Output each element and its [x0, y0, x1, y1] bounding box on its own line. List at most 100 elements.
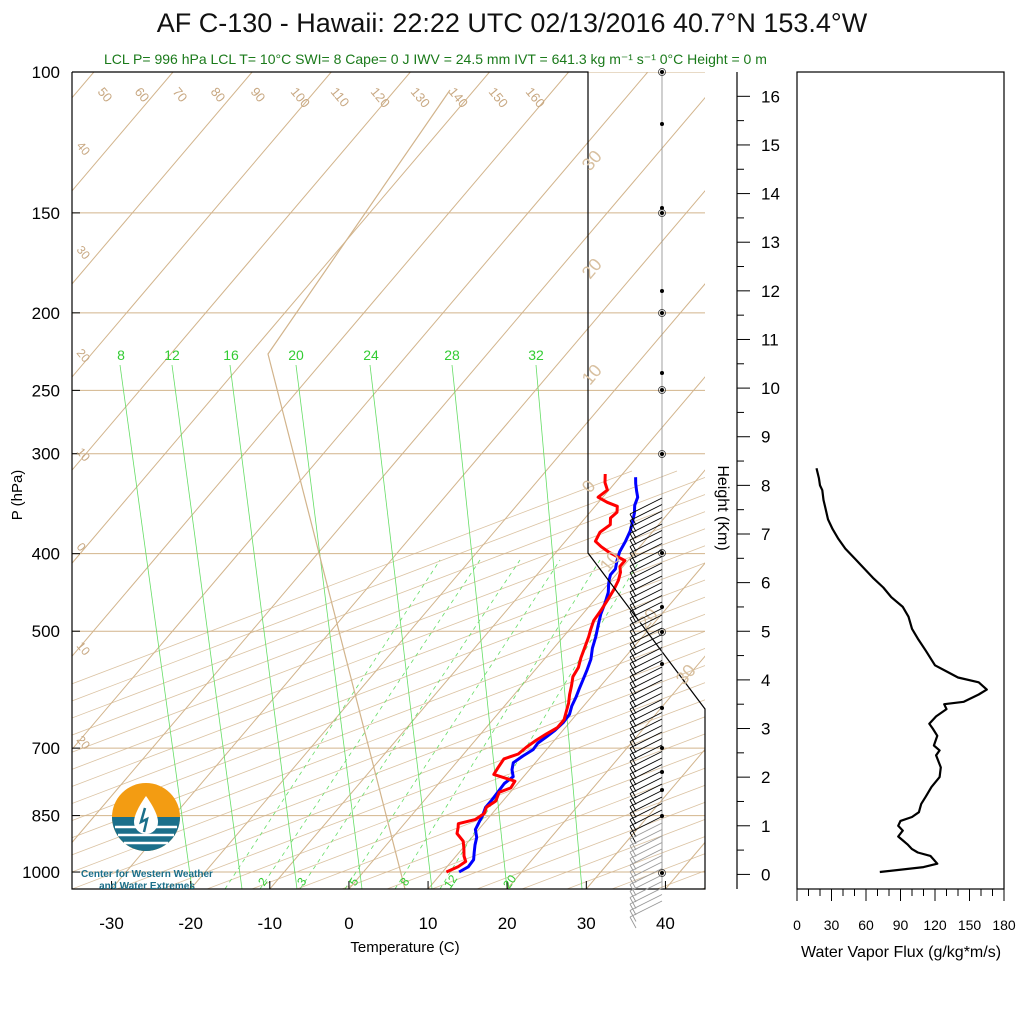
- wind-barb-shaft: [629, 887, 663, 905]
- dry-adiabat-line: [837, 471, 1024, 889]
- y-tick-label: 400: [32, 545, 60, 564]
- dry-adiabat-line: [116, 665, 705, 889]
- dry-adiabat-line: [882, 471, 1024, 889]
- wind-barb-shaft: [629, 556, 663, 573]
- wind-barb-shaft: [629, 621, 663, 638]
- wind-barb-shaft: [629, 699, 663, 716]
- height-tick-label: 1: [761, 817, 770, 836]
- dry-adiabat-line: [386, 767, 705, 889]
- theta-label: 0: [578, 476, 600, 497]
- flux-tick-label: 90: [893, 917, 909, 933]
- isotherm-label: 120: [368, 84, 393, 110]
- moist-adiabat-line: [439, 559, 641, 889]
- wind-barb-shaft: [629, 725, 663, 742]
- wind-barb-shaft: [629, 738, 663, 755]
- height-tick-label: 15: [761, 136, 780, 155]
- isotherm-label: 160: [523, 84, 548, 110]
- isotherm-line: [72, 72, 649, 751]
- isotherm-line: [72, 72, 253, 285]
- wind-barb-shaft: [629, 634, 663, 651]
- mixing-ratio-label: 24: [363, 347, 379, 363]
- height-tick-label: 3: [761, 720, 770, 739]
- cw3e-logo: Center for Western Weather and Water Ext…: [81, 783, 213, 892]
- wind-barb-shaft: [629, 900, 663, 918]
- mixing-ratio-label: 20: [288, 347, 304, 363]
- wind-barb-shaft: [629, 855, 663, 872]
- dry-adiabat-line: [927, 471, 1024, 889]
- theta-label: 20: [578, 254, 606, 282]
- y-tick-label: 700: [32, 739, 60, 758]
- flux-tick-label: 60: [858, 917, 874, 933]
- wind-barb-shaft: [629, 822, 663, 840]
- wind-barb-shaft: [629, 770, 663, 788]
- x-tick-label: -30: [99, 914, 124, 933]
- calm-wind-circle: [658, 68, 666, 76]
- theta-label: 30: [672, 660, 700, 688]
- isotherm-line: [824, 72, 1024, 889]
- mixing-ratio-label: 32: [528, 347, 544, 363]
- left-edge-label: 10: [74, 639, 94, 658]
- wind-barb-flag: [629, 916, 637, 929]
- mixing-ratio-label: 20: [500, 872, 519, 891]
- wind-barb-shaft: [629, 835, 663, 853]
- wind-barb-shaft: [629, 816, 663, 833]
- moist-adiabat-line: [394, 559, 601, 889]
- lightning-icon: [139, 807, 149, 833]
- moist-adiabat-line: [344, 559, 561, 889]
- wind-barb-shaft: [629, 569, 663, 586]
- wind-barb-shaft: [629, 751, 663, 768]
- wind-barb-shaft: [629, 530, 663, 547]
- height-tick-label: 10: [761, 379, 780, 398]
- isotherm-label: 140: [446, 84, 471, 110]
- wind-barb-shaft: [629, 757, 663, 775]
- height-tick-label: 0: [761, 865, 770, 884]
- isotherm-line: [72, 72, 490, 564]
- y-tick-label: 200: [32, 304, 60, 323]
- wind-barb-shaft: [629, 497, 663, 515]
- theta-label: 10: [578, 360, 606, 388]
- mixing-ratio-label: 8: [397, 875, 412, 889]
- skewt-frame: [71, 71, 706, 890]
- x-axis-title: Temperature (C): [350, 939, 459, 956]
- height-tick-label: 13: [761, 233, 780, 252]
- isotherm-line: [111, 190, 705, 889]
- flux-tick-label: 180: [992, 917, 1016, 933]
- isotherm-label: 150: [486, 84, 511, 110]
- dry-adiabat-line: [206, 699, 705, 889]
- wind-barb-shaft: [629, 523, 663, 541]
- mixing-ratio-line: [451, 364, 508, 889]
- isotherm-line: [745, 72, 1024, 889]
- temperature-line: [445, 473, 627, 874]
- x-tick-label: 10: [419, 914, 438, 933]
- height-tick-label: 2: [761, 768, 770, 787]
- wind-barb-shaft: [629, 777, 663, 794]
- isotherm-label: 130: [408, 84, 433, 110]
- y-tick-label: 1000: [22, 863, 60, 882]
- dry-adiabat-line: [72, 630, 705, 873]
- flux-frame: [796, 71, 1005, 890]
- wind-barb-shaft: [629, 894, 663, 911]
- wind-barb-shaft: [629, 588, 663, 606]
- wind-barb-shaft: [629, 790, 663, 807]
- dry-adiabat-line: [701, 887, 705, 889]
- mixing-ratio-label: 12: [164, 347, 180, 363]
- flux-axis-title: Water Vapor Flux (g/kg*m/s): [801, 944, 1001, 961]
- dry-adiabat-line: [72, 562, 705, 804]
- skewt-border: [71, 71, 706, 890]
- calm-wind-circle: [658, 209, 666, 217]
- wind-barb-shaft: [629, 582, 663, 599]
- isotherm-label: 90: [248, 84, 269, 105]
- dry-adiabat-line: [72, 511, 705, 753]
- isotherm-label: 70: [170, 84, 191, 105]
- dry-adiabat-line: [792, 471, 1024, 889]
- wind-barb-shaft: [629, 868, 663, 885]
- logo-text-line2: and Water Extremes: [99, 881, 195, 892]
- calm-wind-circle: [658, 869, 666, 877]
- barb-station-dot: [660, 388, 664, 392]
- isotherm-line: [72, 96, 705, 844]
- y-tick-label: 500: [32, 622, 60, 641]
- left-edge-label: 20: [74, 733, 94, 752]
- x-tick-label: 0: [344, 914, 353, 933]
- mixing-ratio-label: 16: [223, 347, 239, 363]
